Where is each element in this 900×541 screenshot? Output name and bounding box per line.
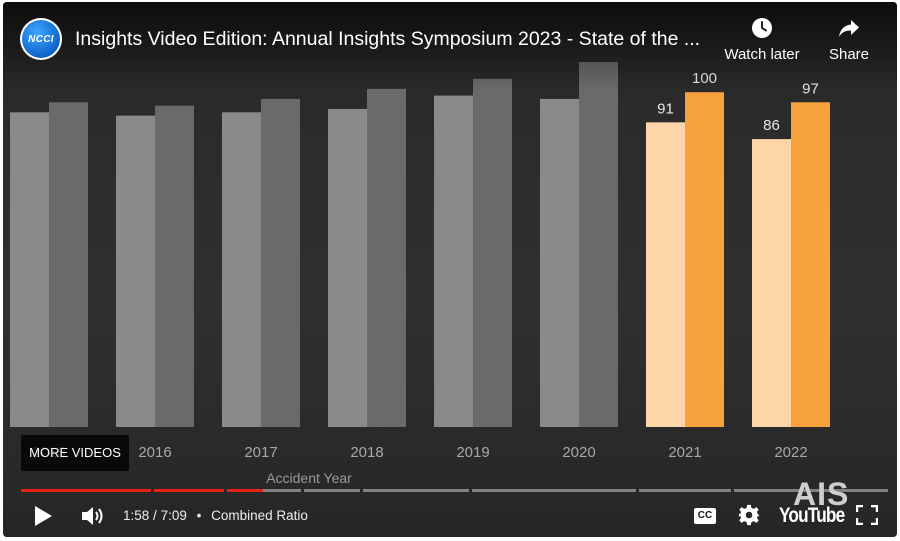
share-arrow-icon	[839, 20, 859, 37]
bar-2018-s2	[367, 88, 406, 427]
time-separator: /	[153, 508, 161, 523]
volume-icon[interactable]	[81, 505, 107, 527]
data-label-2021-s1: 91	[657, 100, 674, 117]
progress-chapter-segment[interactable]	[472, 489, 636, 492]
play-icon[interactable]	[33, 505, 53, 527]
x-tick-2022: 2022	[774, 444, 807, 461]
bar-2021-s1	[646, 122, 685, 427]
watch-later-label: Watch later	[724, 46, 800, 63]
bar-2022-s1	[752, 139, 791, 427]
bar-2016-s1	[116, 115, 155, 428]
progress-chapter-segment[interactable]	[363, 489, 469, 492]
title-bar-shade	[3, 2, 897, 92]
bar-2022-s2	[791, 102, 830, 428]
x-tick-2019: 2019	[456, 444, 489, 461]
more-videos-button[interactable]: MORE VIDEOS	[21, 435, 129, 471]
clock-icon	[752, 18, 772, 38]
x-tick-2020: 2020	[562, 444, 595, 461]
progress-chapter-segment[interactable]	[734, 489, 888, 492]
bar-2019-s2	[473, 78, 512, 428]
data-label-2022-s1: 86	[763, 117, 780, 134]
bar-2016-s2	[155, 105, 194, 427]
youtube-logo[interactable]: YouTube	[779, 504, 845, 527]
gear-icon[interactable]	[738, 504, 760, 526]
x-tick-2018: 2018	[350, 444, 383, 461]
bar-2017-s1	[222, 112, 261, 427]
video-title[interactable]: Insights Video Edition: Annual Insights …	[75, 28, 701, 50]
duration: 7:09	[160, 508, 187, 523]
progress-chapter-segment[interactable]	[304, 489, 360, 492]
progress-bar[interactable]	[21, 489, 888, 493]
channel-logo-text: NCCI	[28, 33, 54, 45]
bar-2015-s1	[10, 112, 49, 427]
x-tick-2021: 2021	[668, 444, 701, 461]
progress-chapter-segment-current[interactable]	[227, 489, 263, 492]
bar-2018-s1	[328, 108, 367, 428]
progress-chapter-segment[interactable]	[154, 489, 224, 492]
fullscreen-icon[interactable]	[856, 505, 878, 525]
bar-2017-s2	[261, 98, 300, 428]
time-display: 1:58 / 7:09 • Combined Ratio	[123, 508, 308, 523]
progress-chapter-segment[interactable]	[639, 489, 731, 492]
ais-watermark: AIS	[793, 476, 850, 512]
share-button[interactable]: Share	[823, 16, 875, 63]
watch-later-button[interactable]: Watch later	[721, 16, 803, 63]
current-time: 1:58	[123, 508, 150, 523]
bar-2015-s2	[49, 102, 88, 428]
player-controls: 1:58 / 7:09 • Combined Ratio CC YouTube	[3, 494, 897, 537]
x-axis-title: Accident Year	[266, 470, 352, 486]
video-player[interactable]: 911008697 201520162017201820192020202120…	[3, 2, 897, 537]
bar-2020-s1	[540, 98, 579, 428]
bar-2019-s1	[434, 95, 473, 427]
progress-chapter-segment[interactable]	[21, 489, 151, 492]
chapter-title[interactable]: Combined Ratio	[211, 508, 308, 523]
progress-chapter-segment[interactable]	[263, 489, 301, 492]
captions-button[interactable]: CC	[694, 508, 716, 524]
share-label: Share	[828, 46, 870, 63]
bar-2021-s2	[685, 92, 724, 427]
combined-ratio-bar-chart: 911008697 201520162017201820192020202120…	[10, 62, 830, 486]
x-tick-2016: 2016	[138, 444, 171, 461]
channel-logo[interactable]: NCCI	[20, 18, 62, 60]
bar-2020-s2	[579, 62, 618, 428]
chapter-separator: •	[196, 508, 202, 523]
x-tick-2017: 2017	[244, 444, 277, 461]
